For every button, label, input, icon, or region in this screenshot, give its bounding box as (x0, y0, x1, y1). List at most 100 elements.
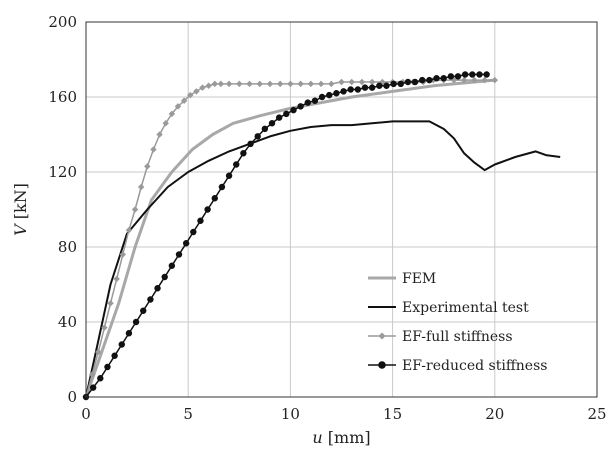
data-point-ef-reduced-stiffness (411, 78, 419, 86)
data-point-ef-full-stiffness (119, 251, 126, 258)
legend-marker (378, 361, 386, 369)
data-point-ef-reduced-stiffness (168, 262, 176, 269)
data-point-ef-reduced-stiffness (419, 76, 426, 84)
x-tick-label: 20 (485, 405, 504, 423)
legend-marker (378, 332, 386, 340)
data-point-ef-full-stiffness (162, 120, 169, 127)
plot-frame (85, 21, 598, 398)
data-point-ef-full-stiffness (180, 97, 188, 104)
data-point-ef-reduced-stiffness (218, 183, 226, 191)
data-point-ef-reduced-stiffness (204, 206, 211, 213)
data-point-ef-reduced-stiffness (347, 86, 354, 93)
y-tick-label: 40 (58, 313, 77, 331)
data-point-ef-full-stiffness (150, 146, 157, 153)
data-point-ef-full-stiffness (328, 80, 335, 88)
data-point-ef-full-stiffness (307, 80, 315, 88)
grid (86, 22, 597, 397)
y-tick-label: 80 (58, 238, 77, 256)
data-point-ef-reduced-stiffness (433, 75, 440, 82)
legend: FEM Experimental test EF-full stiffness EF-… (368, 271, 547, 374)
data-point-ef-full-stiffness (187, 91, 194, 99)
data-point-ef-reduced-stiffness (426, 76, 433, 84)
data-point-ef-full-stiffness (125, 226, 133, 234)
y-axis-variable: V (11, 223, 30, 236)
data-point-ef-full-stiffness (193, 88, 200, 95)
data-point-ef-reduced-stiffness (340, 88, 347, 95)
data-point-ef-reduced-stiffness (297, 103, 304, 110)
data-point-ef-full-stiffness (199, 84, 206, 91)
data-point-ef-reduced-stiffness (190, 228, 197, 236)
data-point-ef-full-stiffness (338, 78, 345, 86)
data-point-ef-reduced-stiffness (182, 240, 190, 247)
data-point-ef-reduced-stiffness (97, 375, 104, 382)
x-tick-label: 10 (281, 405, 300, 423)
data-point-ef-full-stiffness (144, 163, 151, 170)
series-line-ef-reduced-stiffness (85, 73, 487, 398)
data-point-ef-full-stiffness (101, 324, 108, 331)
x-axis-unit: [mm] (328, 428, 371, 447)
data-point-ef-reduced-stiffness (240, 150, 247, 157)
data-point-ef-full-stiffness (205, 82, 212, 89)
data-point-ef-full-stiffness (168, 110, 176, 118)
data-point-ef-reduced-stiffness (333, 90, 340, 97)
data-point-ef-reduced-stiffness (247, 140, 254, 148)
data-point-ef-full-stiffness (211, 80, 218, 88)
x-tick-label: 0 (81, 405, 91, 423)
data-point-ef-full-stiffness (317, 80, 325, 88)
y-tick-label: 200 (48, 13, 77, 31)
y-axis-title: V [kN] (11, 183, 30, 236)
data-point-ef-full-stiffness (348, 78, 355, 86)
data-point-ef-reduced-stiffness (368, 84, 376, 91)
legend-label: Experimental test (402, 300, 529, 316)
data-point-ef-reduced-stiffness (197, 217, 204, 224)
data-point-ef-reduced-stiffness (140, 307, 147, 314)
data-point-ef-reduced-stiffness (118, 341, 125, 348)
data-point-ef-full-stiffness (471, 76, 478, 84)
data-point-ef-reduced-stiffness (268, 120, 276, 127)
data-point-ef-reduced-stiffness (104, 363, 111, 371)
data-point-ef-full-stiffness (88, 371, 96, 378)
data-point-ef-full-stiffness (113, 275, 120, 283)
data-point-ef-full-stiffness (137, 183, 145, 191)
data-point-ef-full-stiffness (225, 80, 233, 88)
data-point-ef-full-stiffness (460, 76, 468, 84)
data-point-ef-full-stiffness (131, 206, 139, 213)
data-point-ef-reduced-stiffness (225, 172, 233, 179)
data-point-ef-reduced-stiffness (132, 318, 140, 326)
data-point-ef-reduced-stiffness (261, 125, 269, 133)
data-point-ef-reduced-stiffness (326, 91, 333, 99)
data-point-ef-full-stiffness (266, 80, 274, 88)
data-point-ef-full-stiffness (297, 80, 304, 88)
data-point-ef-reduced-stiffness (283, 110, 290, 118)
data-point-ef-full-stiffness (174, 103, 182, 110)
data-point-ef-reduced-stiffness (111, 352, 118, 359)
series-line-experimental-test (85, 120, 561, 398)
data-point-ef-full-stiffness (107, 300, 114, 307)
x-tick-label: 25 (587, 405, 606, 423)
data-point-ef-reduced-stiffness (311, 97, 319, 104)
data-point-ef-full-stiffness (358, 78, 366, 86)
data-point-ef-reduced-stiffness (147, 296, 154, 303)
data-point-ef-reduced-stiffness (469, 71, 476, 78)
data-point-ef-reduced-stiffness (440, 75, 447, 82)
y-tick-label: 0 (67, 388, 77, 406)
data-point-ef-reduced-stiffness (154, 285, 161, 292)
data-point-ef-full-stiffness (156, 131, 163, 138)
data-point-ef-reduced-stiffness (125, 330, 133, 337)
data-point-ef-full-stiffness (276, 80, 284, 88)
series-layer (82, 71, 561, 401)
legend-label: EF-reduced stiffness (402, 358, 547, 374)
data-point-ef-reduced-stiffness (161, 273, 168, 281)
data-point-ef-reduced-stiffness (376, 82, 383, 89)
data-point-ef-full-stiffness (95, 348, 102, 356)
y-tick-label: 160 (48, 88, 77, 106)
series-line-fem (84, 78, 495, 398)
data-point-ef-full-stiffness (481, 76, 488, 84)
legend-label: EF-full stiffness (402, 329, 513, 345)
data-point-ef-reduced-stiffness (175, 251, 183, 258)
x-tick-label: 15 (383, 405, 402, 423)
data-point-ef-reduced-stiffness (275, 114, 283, 121)
x-axis-title: u [mm] (312, 428, 370, 447)
x-axis-variable: u (312, 428, 322, 447)
